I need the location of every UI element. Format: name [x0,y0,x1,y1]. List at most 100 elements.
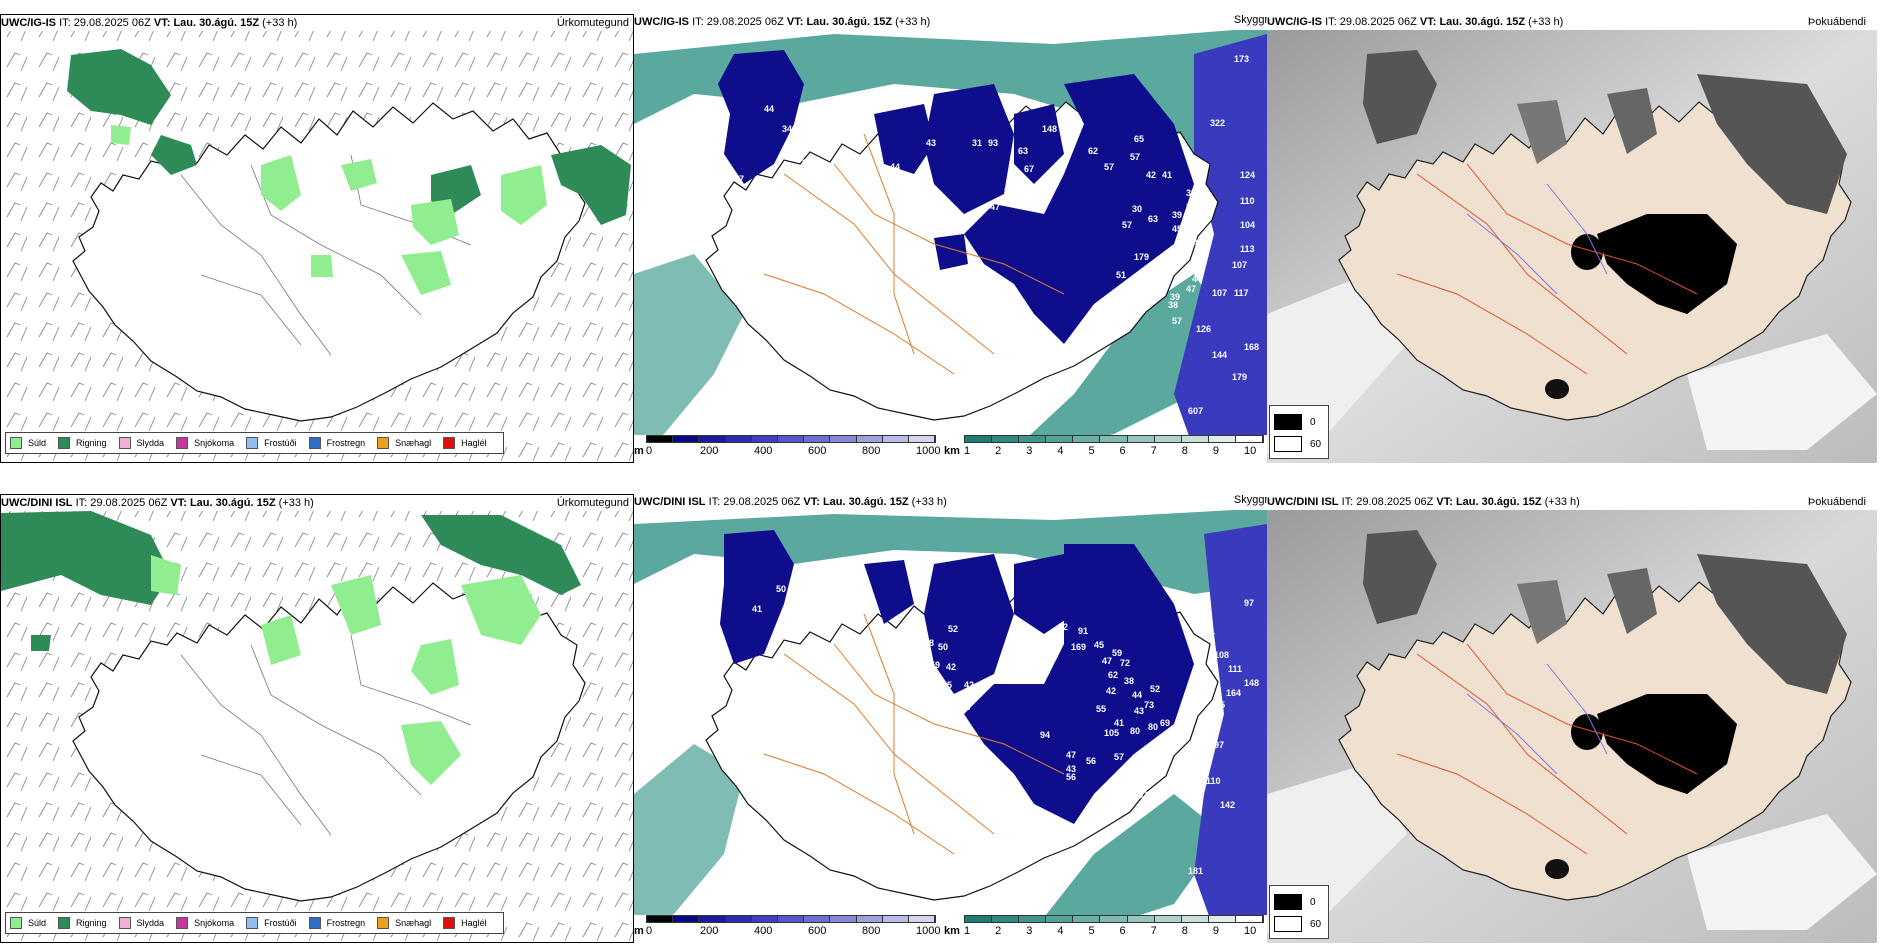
colorbar-segment [673,916,700,922]
fog-indicator-panel-row1: UWC/IG-IS IT: 29.08.2025 06Z VT: Lau. 30… [1267,14,1900,463]
colorbar-tick: 600 [808,445,827,457]
visibility-value-label: 41 [752,604,763,614]
valid-time: Lau. 30.ágú. 15Z [822,496,909,508]
precip-legend-label: Frostúði [264,438,297,448]
colorbar-segment [1046,436,1074,442]
model-name: UWC/DINI ISL [1267,496,1339,508]
colorbar-segment [965,916,993,922]
visibility-value-label: 43 [1066,764,1077,774]
colorbar-tick: 5 [1088,925,1095,937]
visibility-value-label: 52 [948,624,959,634]
panel-header: UWC/DINI ISL IT: 29.08.2025 06Z VT: Lau.… [634,494,1267,510]
colorbar-segment [725,436,752,442]
visibility-value-label: 56 [1078,816,1089,826]
fog-indicator-map[interactable] [1267,14,1900,463]
visibility-value-label: 57 [1130,152,1141,162]
precip-legend: Súld Rigning Slydda Snjókoma Frostúði Frostre… [5,912,504,934]
visibility-value-label: 51 [1116,270,1127,280]
colorbar-unit: m [634,925,644,937]
precip-legend-item: Frostregn [308,437,365,449]
visibility-value-label: 38 [1124,676,1135,686]
visibility-value-label: 76 [1164,252,1175,262]
colorbar-segment [1208,916,1236,922]
visibility-value-label: 45 [942,680,953,690]
colorbar-segment [1127,916,1155,922]
visibility-title: Skyggni [1233,14,1267,26]
precip-legend-item: Snæhagl [377,917,431,929]
precip-legend-label: Súld [28,438,47,448]
visibility-value-label: 179 [1134,252,1150,262]
precip-legend-item: Rigning [58,917,107,929]
precip-type-map[interactable] [1,495,634,943]
precip-legend-item: Haglél [443,437,487,449]
colorbar-segment [1100,916,1128,922]
visibility-value-label: 39 [1170,292,1181,302]
low-cloudbase-areas [720,530,1194,824]
precip-rain-areas [1,511,581,651]
visibility-value-label: 39 [1004,186,1015,196]
colorbar-tick: 8 [1181,445,1188,457]
visibility-value-label: 124 [1240,170,1256,180]
visibility-value-label: 80 [1130,726,1141,736]
fog-indicator-map[interactable] [1267,494,1900,943]
precip-legend-swatch [10,437,22,449]
lead-time: (+33 h) [278,497,314,509]
precip-type-map[interactable] [1,15,634,463]
visibility-cloudbase-map[interactable] [634,494,1267,943]
init-time: 29.08.2025 06Z [1339,16,1417,28]
visibility-value-label: 63 [770,696,781,706]
precip-legend-label: Haglél [461,438,487,448]
visibility-value-label: 179 [1232,372,1248,382]
visibility-value-label: 39 [1172,210,1183,220]
lead-time: (+33 h) [911,496,947,508]
visibility-value-label: 47 [1036,182,1047,192]
fog-legend: 0 60 [1269,405,1329,459]
colorbar-segment [647,916,674,922]
colorbar-segment [777,436,805,442]
visibility-value-label: 168 [1244,342,1260,352]
visibility-value-label: 42 [1106,686,1117,696]
lead-time: (+33 h) [895,16,931,28]
colorbar-segment [908,436,936,442]
model-name: UWC/DINI ISL [634,496,706,508]
visibility-value-label: 44 [736,720,747,730]
valid-time: Lau. 30.ágú. 15Z [806,16,893,28]
visibility-value-label: 81 [944,766,955,776]
colorbar-tick: 6 [1119,445,1126,457]
colorbar-segment [908,916,936,922]
visibility-value-label: 110 [1206,776,1221,786]
precip-legend-label: Snjókoma [194,918,235,928]
colorbar-segment [699,916,726,922]
visibility-value-label: 56 [1086,756,1097,766]
visibility-cloudbase-map[interactable] [634,14,1267,463]
visibility-value-label: 113 [1240,244,1255,254]
colorbar-segment [1127,436,1155,442]
colorbar-tick: 200 [700,925,719,937]
precip-legend-swatch [377,437,390,449]
visibility-value-label: 59 [910,178,921,188]
colorbar-tick: 0 [646,445,653,457]
visibility-value-label: 110 [1240,196,1255,206]
vt-label: VT: [803,496,820,508]
precip-legend-item: Frostúði [246,437,297,449]
colorbar-tick: 3 [1026,925,1033,937]
colorbar-segment [1235,436,1264,442]
model-name: UWC/DINI ISL [1,497,73,509]
colorbar-segment [992,436,1020,442]
visibility-value-label: 48 [944,276,955,286]
visibility-value-label: 34 [782,124,793,134]
visibility-colorbar: km 1 2 3 4 5 6 7 8 9 10 [944,435,1267,461]
visibility-value-label: 38 [1168,300,1179,310]
it-label: IT: [1325,16,1337,28]
fog-legend-low: 0 [1310,896,1316,908]
colorbar-segment [647,436,674,442]
visibility-value-label: 77 [734,174,745,184]
fog-legend-black-swatch [1274,414,1302,430]
precip-legend-item: Frostregn [308,917,365,929]
visibility-value-label: 322 [1210,118,1226,128]
visibility-value-label: 39 [1186,202,1197,212]
colorbar-tick: 9 [1212,445,1219,457]
precip-legend-label: Súld [28,918,47,928]
colorbar-tick: 400 [754,445,773,457]
visibility-value-label: 63 [1148,214,1159,224]
